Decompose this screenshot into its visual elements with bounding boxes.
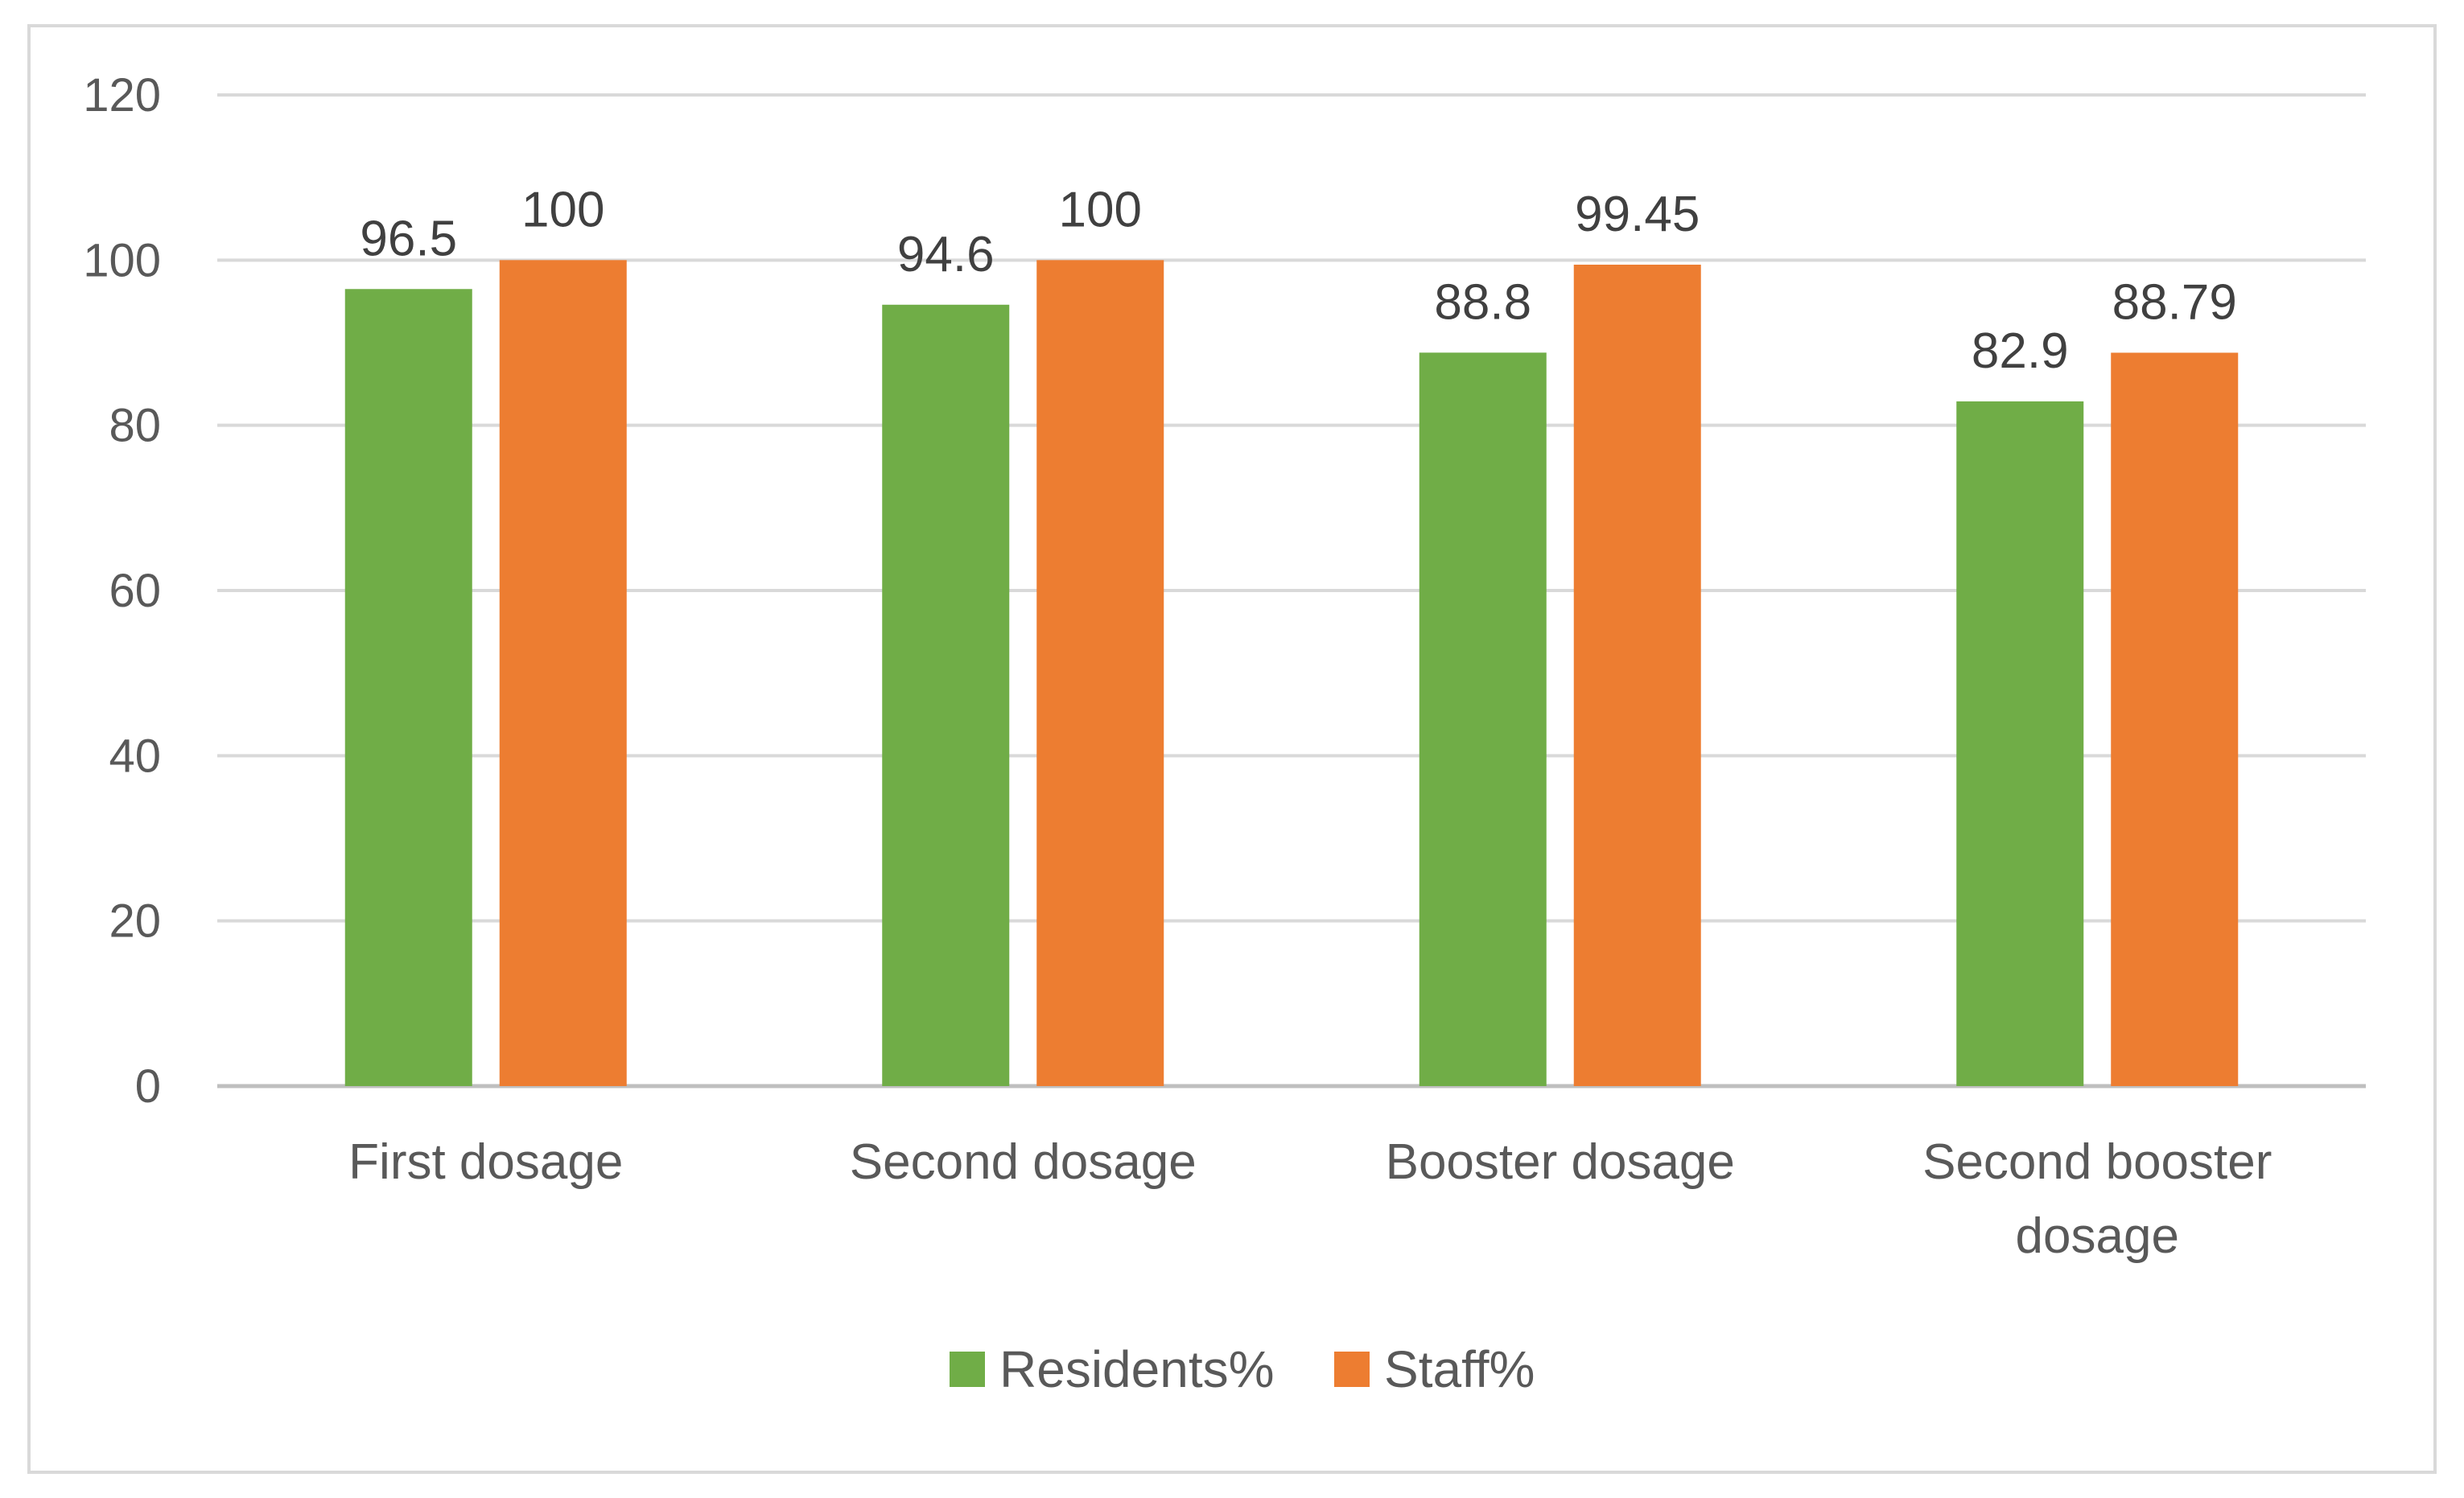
bar: [499, 260, 627, 1086]
x-category-label: Booster dosage: [1386, 1134, 1735, 1190]
bar: [1419, 352, 1547, 1086]
legend: Residents% Staff%: [950, 1340, 1535, 1398]
y-tick-label: 40: [109, 730, 161, 782]
x-category-label: Second booster: [1922, 1134, 2272, 1190]
data-label: 94.6: [897, 227, 995, 282]
bar: [882, 304, 1010, 1087]
bar: [1956, 401, 2084, 1087]
x-axis-category-labels: First dosage Second dosage Booster dosage S…: [348, 1134, 2272, 1264]
data-label: 100: [1059, 182, 1142, 237]
x-category-label: Second dosage: [850, 1134, 1197, 1190]
legend-label: Staff%: [1384, 1340, 1535, 1398]
legend-swatch: [1334, 1352, 1370, 1387]
y-axis-tick-labels: 0 20 40 60 80 100 120: [83, 69, 161, 1113]
data-label: 82.9: [1972, 323, 2069, 379]
legend-label: Residents%: [999, 1340, 1275, 1398]
data-labels: 96.5 100 94.6 100 88.8 99.45 82.9 88.79: [360, 182, 2236, 379]
legend-swatch: [950, 1352, 985, 1387]
bar: [1573, 264, 1701, 1087]
bar: [2111, 352, 2239, 1086]
data-label: 100: [521, 182, 604, 237]
data-label: 88.79: [2112, 274, 2237, 330]
bars: [344, 260, 2239, 1087]
x-category-label: First dosage: [348, 1134, 623, 1190]
y-tick-label: 80: [109, 400, 161, 452]
data-label: 88.8: [1434, 274, 1531, 330]
bar: [1036, 260, 1164, 1086]
y-tick-label: 120: [83, 69, 161, 121]
data-label: 96.5: [360, 211, 457, 266]
y-tick-label: 100: [83, 234, 161, 286]
x-category-label: dosage: [2016, 1208, 2179, 1264]
bar: [344, 289, 472, 1086]
y-tick-label: 0: [135, 1060, 161, 1113]
y-tick-label: 20: [109, 895, 161, 948]
y-tick-label: 60: [109, 565, 161, 617]
data-label: 99.45: [1575, 187, 1700, 242]
